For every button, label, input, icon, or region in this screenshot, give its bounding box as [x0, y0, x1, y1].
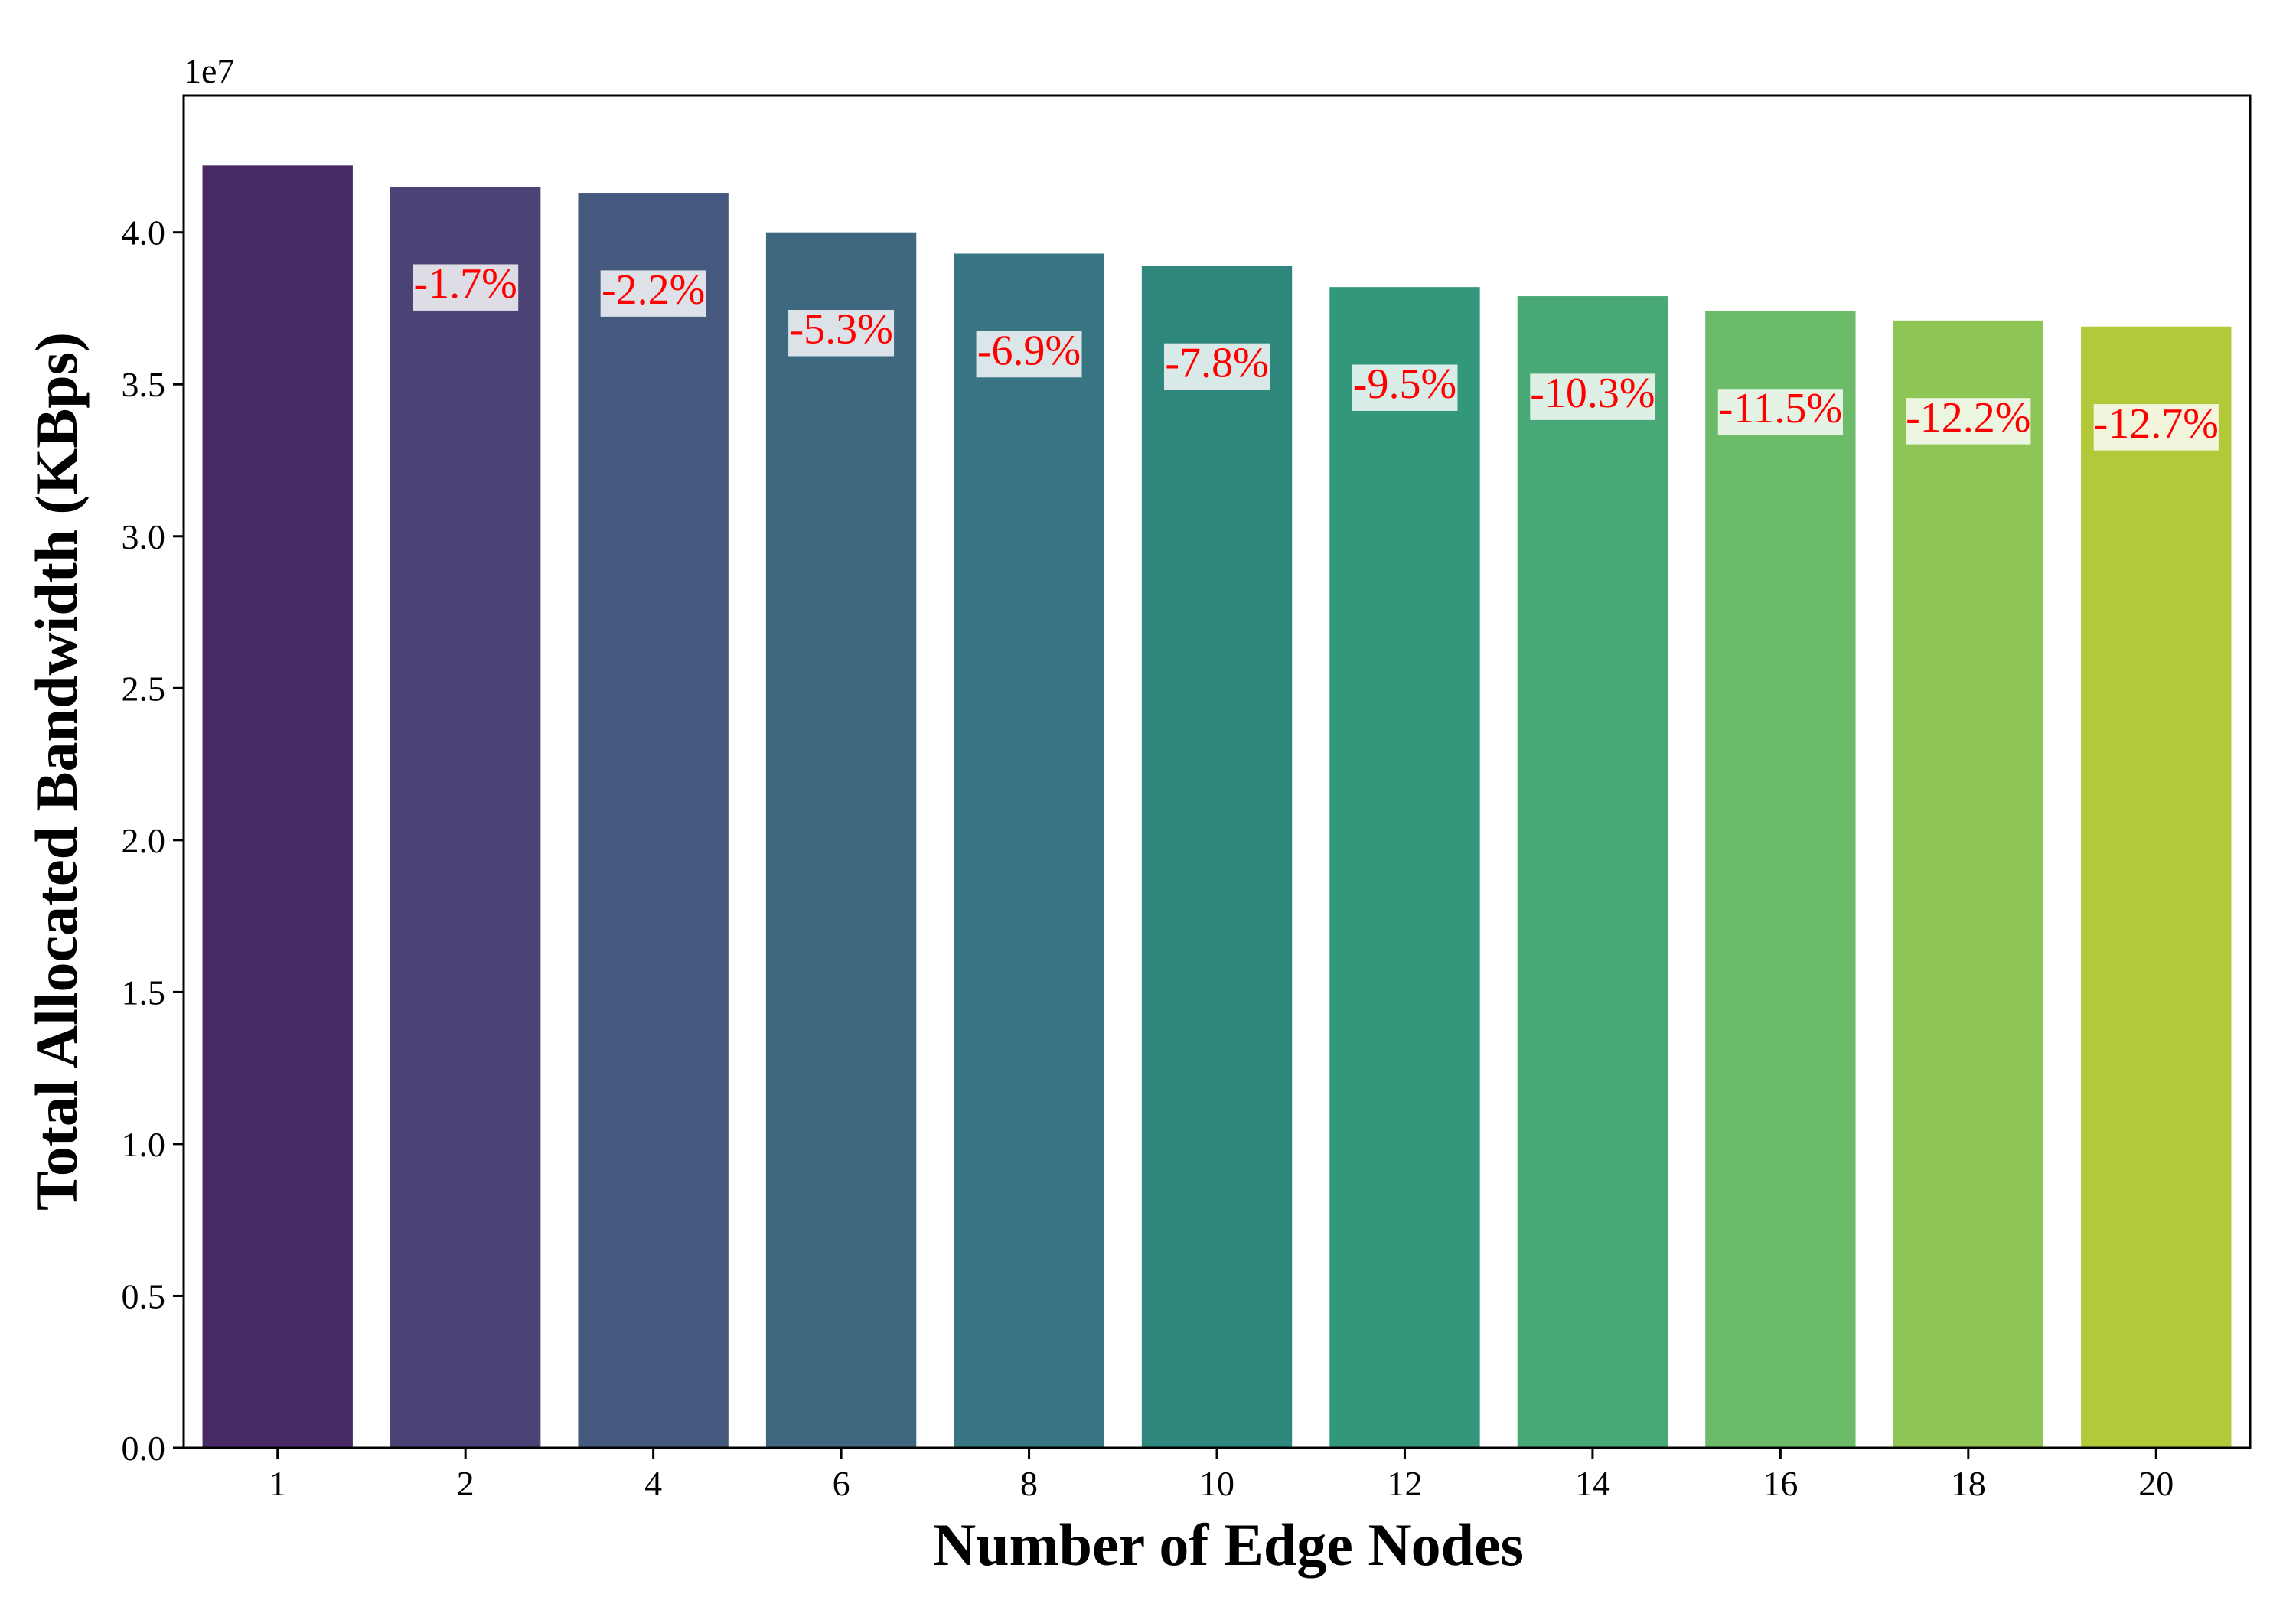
annotation-box — [1906, 398, 2031, 445]
annotation-label: -2.2% — [602, 266, 705, 314]
annotation-box — [1164, 343, 1270, 390]
annotation-label: -5.3% — [789, 306, 892, 354]
x-tick-label: 16 — [1763, 1464, 1798, 1503]
annotation-label: -9.5% — [1353, 360, 1456, 408]
bar-6 — [765, 232, 917, 1448]
bar-16 — [1705, 311, 1856, 1449]
annotation-label: -11.5% — [1719, 385, 1842, 432]
y-tick-label: 1.5 — [122, 973, 166, 1012]
annotation-label: -7.8% — [1165, 339, 1268, 386]
annotation-box — [600, 270, 706, 317]
annotation-box — [413, 264, 519, 311]
annotation-label: -12.2% — [1906, 394, 2030, 442]
y-tick-label: 4.0 — [122, 214, 166, 253]
bar-12 — [1329, 287, 1480, 1448]
annotation-box — [1530, 373, 1655, 420]
annotation-box — [976, 331, 1082, 378]
bar-2 — [390, 187, 541, 1449]
x-tick-label: 1 — [269, 1464, 286, 1503]
y-axis-label: Total Allocated Bandwidth (KBps) — [23, 332, 90, 1211]
annotation-label: -12.7% — [2094, 400, 2219, 448]
annotation-box — [1352, 364, 1458, 411]
y-tick-label: 3.0 — [122, 517, 166, 556]
y-offset-text: 1e7 — [184, 51, 234, 90]
x-tick-label: 18 — [1951, 1464, 1986, 1503]
x-tick-label: 14 — [1575, 1464, 1610, 1503]
x-tick-label: 10 — [1199, 1464, 1234, 1503]
annotation-label: -10.3% — [1530, 370, 1655, 417]
bar-14 — [1517, 296, 1668, 1448]
y-tick-label: 2.0 — [122, 821, 166, 860]
y-tick-label: 3.5 — [122, 365, 166, 404]
y-tick-label: 1.0 — [122, 1125, 166, 1164]
annotation-box — [1717, 389, 1843, 435]
annotation-label: -1.7% — [414, 260, 517, 308]
annotation-box — [788, 310, 895, 357]
annotation-box — [2093, 404, 2219, 451]
x-tick-label: 12 — [1387, 1464, 1422, 1503]
x-axis: 1 2 4 6 8 10 12 14 16 18 20 — [269, 1448, 2174, 1503]
bar-8 — [954, 253, 1104, 1448]
y-axis: 0.0 0.5 1.0 1.5 2.0 2.5 3.0 3.5 4.0 — [122, 214, 184, 1468]
annotation-label: -6.9% — [977, 327, 1081, 374]
x-tick-label: 6 — [833, 1464, 850, 1503]
bar-10 — [1141, 266, 1293, 1449]
bars-group — [202, 165, 2232, 1449]
bar-4 — [578, 193, 729, 1448]
x-axis-label: Number of Edge Nodes — [933, 1511, 1524, 1578]
y-tick-label: 0.0 — [122, 1429, 166, 1468]
y-tick-label: 2.5 — [122, 669, 166, 708]
bar-1 — [202, 165, 353, 1448]
x-tick-label: 2 — [457, 1464, 475, 1503]
x-tick-label: 4 — [644, 1464, 662, 1503]
y-tick-label: 0.5 — [122, 1276, 166, 1315]
annotations-group: -1.7% -2.2% -5.3% -6.9% -7.8% -9.5% -10.3% -11.… — [413, 260, 2219, 451]
x-tick-label: 20 — [2138, 1464, 2174, 1503]
x-tick-label: 8 — [1020, 1464, 1038, 1503]
bar-18 — [1893, 320, 2043, 1449]
bar-20 — [2081, 326, 2232, 1448]
